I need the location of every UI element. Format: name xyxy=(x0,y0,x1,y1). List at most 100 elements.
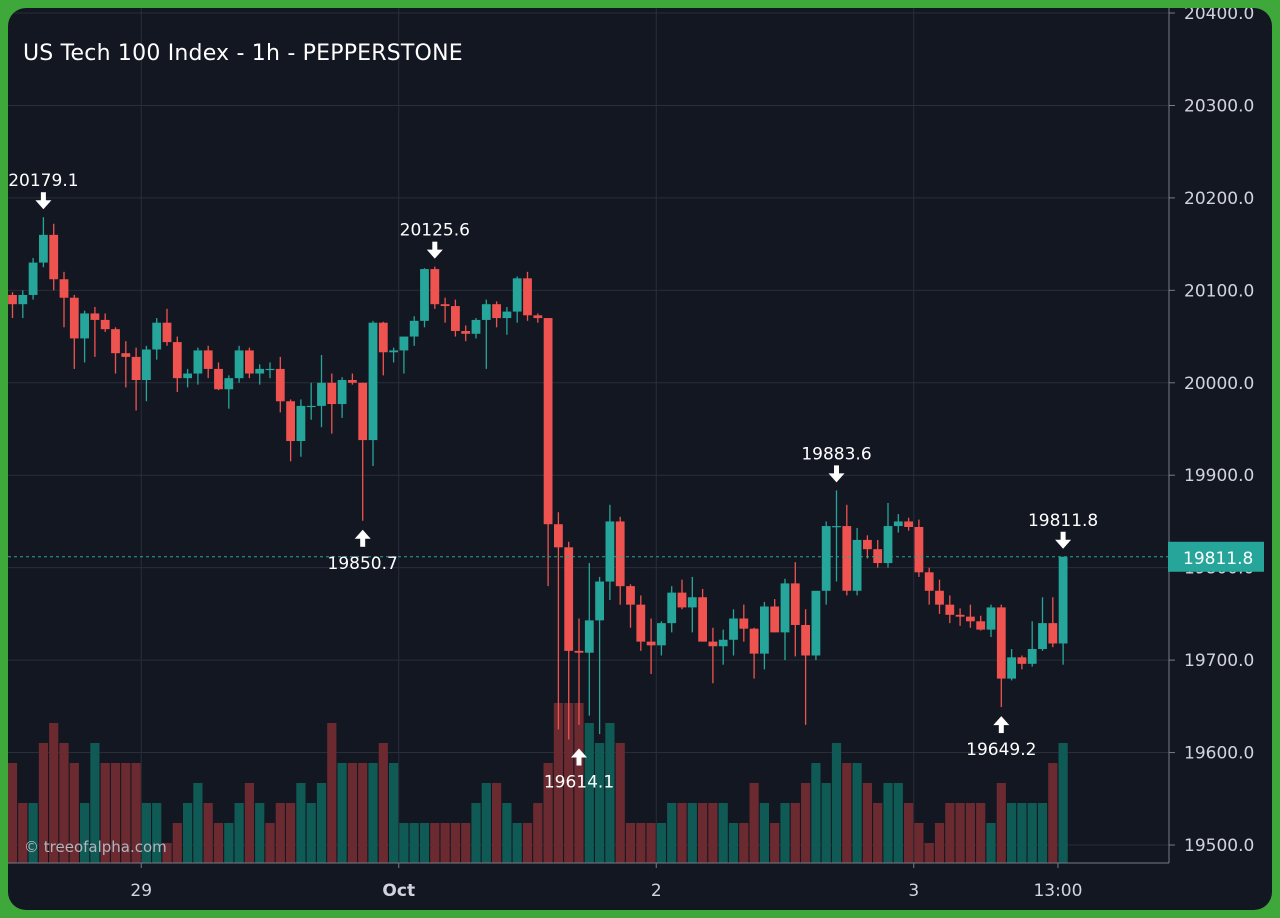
price-annotation: 19614.1 xyxy=(544,748,614,793)
volume-bar xyxy=(790,803,800,863)
candle-body xyxy=(626,586,635,605)
volume-bar xyxy=(1037,803,1048,863)
arrow-down-icon-shaft xyxy=(1060,531,1066,541)
candle-body xyxy=(790,583,800,625)
candle-body xyxy=(832,526,841,528)
volume-bar xyxy=(595,743,605,863)
volume-bar xyxy=(224,823,234,863)
grid-lines xyxy=(8,8,1169,863)
candle-body xyxy=(708,641,718,647)
candle-body xyxy=(368,322,378,441)
candlestick-chart[interactable]: 20179.1 20125.6 19850.7 19614.1 19883.6 19649… xyxy=(8,8,1272,910)
candle-body xyxy=(667,592,677,624)
annotation-label: 19649.2 xyxy=(966,740,1036,760)
volume-bar xyxy=(28,803,38,863)
volume-bar xyxy=(698,803,708,863)
candle-body xyxy=(574,650,584,653)
arrow-down-icon xyxy=(828,473,845,483)
candle-body xyxy=(90,313,100,320)
chart-title: US Tech 100 Index - 1h - PEPPERSTONE xyxy=(23,41,463,66)
volume-bar xyxy=(193,783,203,863)
volume-bar xyxy=(296,783,306,863)
volume-bar xyxy=(80,803,90,863)
volume-bar xyxy=(450,823,460,863)
candle-body xyxy=(471,319,481,334)
candle-body xyxy=(348,380,357,383)
price-annotation: 19649.2 xyxy=(966,716,1036,760)
candle-body xyxy=(801,624,810,656)
volume-bar xyxy=(780,803,790,863)
arrow-up-icon xyxy=(993,716,1010,726)
price-annotations: 20179.1 20125.6 19850.7 19614.1 19883.6 19649… xyxy=(8,171,1098,792)
volume-bar xyxy=(615,743,625,863)
candle-body xyxy=(121,353,131,357)
candle-body xyxy=(1017,657,1027,664)
candle-body xyxy=(142,349,151,381)
candle-body xyxy=(18,294,28,305)
volume-bar xyxy=(275,803,285,863)
arrow-down-icon-shaft xyxy=(40,192,46,202)
volume-bar xyxy=(986,823,996,863)
volume-bar xyxy=(564,703,574,863)
volume-bar xyxy=(347,763,357,863)
volume-bar xyxy=(1058,743,1068,863)
volume-bar xyxy=(914,823,924,863)
volume-bar xyxy=(574,703,584,863)
volume-bar xyxy=(265,823,275,863)
price-tick-label: 19900.0 xyxy=(1184,466,1254,486)
volume-bar xyxy=(337,763,347,863)
arrow-up-icon-shaft xyxy=(998,724,1004,734)
candle-body xyxy=(955,614,965,617)
volume-bar xyxy=(234,803,244,863)
price-tick-label: 20400.0 xyxy=(1184,8,1254,24)
candle-body xyxy=(842,526,852,591)
volume-bar xyxy=(121,763,131,863)
volume-bar xyxy=(1017,803,1027,863)
arrow-down-icon xyxy=(35,200,52,210)
volume-bar xyxy=(687,803,697,863)
arrow-up-icon xyxy=(354,529,371,539)
candle-body xyxy=(461,331,471,334)
volume-bar xyxy=(152,803,162,863)
volume-bar xyxy=(162,843,172,863)
candle-body xyxy=(111,329,120,354)
candle-body xyxy=(687,597,697,608)
candle-body xyxy=(378,322,388,353)
candle-body xyxy=(358,382,368,441)
arrow-up-icon-shaft xyxy=(360,537,366,547)
candle-body xyxy=(512,278,522,312)
volume-bar xyxy=(461,823,471,863)
candle-body xyxy=(1007,657,1016,679)
candle-body xyxy=(1058,556,1068,644)
candle-body xyxy=(245,350,254,374)
volume-bar xyxy=(749,783,759,863)
volume-bar xyxy=(131,763,141,863)
volume-bar xyxy=(59,743,69,863)
candle-body xyxy=(203,350,213,369)
volume-bar xyxy=(543,763,553,863)
candle-body xyxy=(873,549,883,564)
arrow-down-icon xyxy=(1055,539,1072,549)
price-tick-label: 19700.0 xyxy=(1184,651,1254,671)
watermark: © treeofalpha.com xyxy=(24,838,167,856)
candle-body xyxy=(152,322,162,350)
volume-bar xyxy=(728,823,739,863)
candle-body xyxy=(265,368,275,371)
candle-body xyxy=(327,382,337,405)
volume-bar xyxy=(1027,803,1037,863)
volume-bar xyxy=(852,763,862,863)
candle-body xyxy=(1048,623,1058,644)
price-axis[interactable]: 20400.0 20300.0 20200.0 20100.0 20000.0 19900… xyxy=(1168,8,1264,863)
volume-bar xyxy=(934,823,945,863)
candle-body xyxy=(780,583,790,633)
volume-bar xyxy=(945,803,955,863)
volume-bar xyxy=(553,703,563,863)
price-tick-label: 20000.0 xyxy=(1184,374,1254,394)
volume-bar xyxy=(378,743,388,863)
candle-body xyxy=(481,304,491,320)
volume-bar xyxy=(862,783,872,863)
time-axis[interactable]: 29 Oct 2 3 13:00 xyxy=(8,862,1169,901)
candle-body xyxy=(646,641,656,646)
volume-bar xyxy=(646,823,656,863)
candle-body xyxy=(883,526,893,564)
